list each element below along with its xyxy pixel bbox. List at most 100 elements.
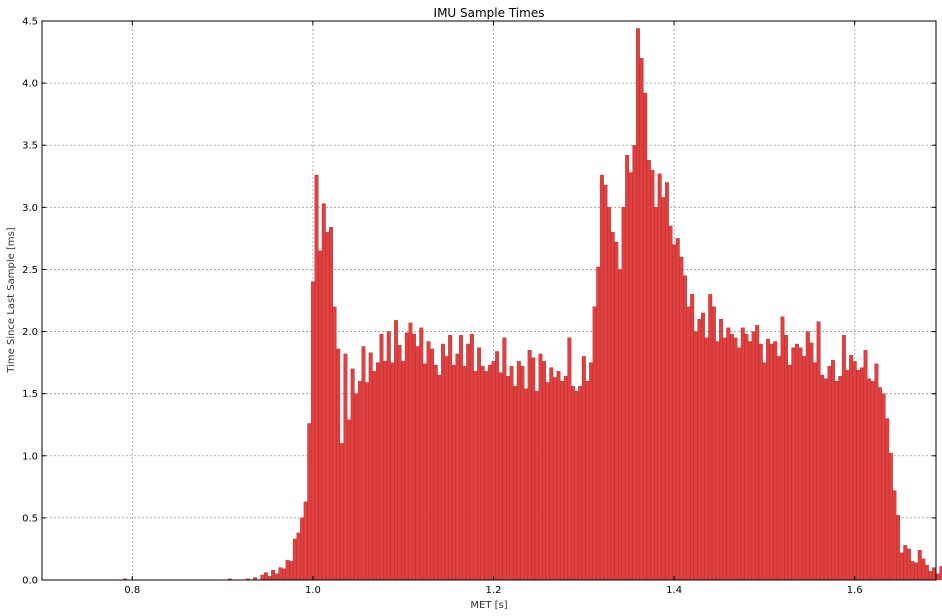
histogram-bar <box>263 572 268 581</box>
histogram-bar <box>329 227 333 581</box>
histogram-bar <box>650 169 655 581</box>
histogram-bar <box>708 294 713 581</box>
histogram-bar <box>415 346 420 581</box>
histogram-bar <box>567 337 572 581</box>
x-axis-label: MET [s] <box>470 600 507 611</box>
histogram-bar <box>679 256 684 581</box>
histogram-bar <box>556 371 561 581</box>
histogram-bar <box>878 387 882 581</box>
histogram-bar <box>318 250 323 581</box>
histogram-bar <box>357 381 362 581</box>
histogram-bars <box>123 28 942 581</box>
y-tick-label: 3.0 <box>22 203 38 214</box>
histogram-bar <box>365 382 370 581</box>
histogram-bar <box>910 561 915 581</box>
histogram-bar <box>336 348 341 581</box>
histogram-bar <box>466 343 471 581</box>
histogram-bar <box>690 294 695 581</box>
histogram-bar <box>766 338 770 581</box>
histogram-bar <box>906 548 911 581</box>
x-tick-label: 1.2 <box>486 585 502 596</box>
histogram-bar <box>693 331 698 581</box>
histogram-bar <box>581 356 586 581</box>
histogram-bar <box>520 366 525 581</box>
histogram-bar <box>339 443 344 581</box>
y-tick-label: 4.5 <box>22 17 38 28</box>
histogram-bar <box>599 174 604 581</box>
histogram-bar <box>354 393 359 581</box>
histogram-bar <box>925 564 929 581</box>
histogram-bar <box>802 356 807 581</box>
histogram-bar <box>748 341 752 581</box>
histogram-bar <box>347 419 351 581</box>
histogram-bar <box>552 377 557 581</box>
plot-frame <box>41 20 937 581</box>
histogram-bar <box>404 332 409 581</box>
histogram-bar <box>459 335 463 581</box>
histogram-bar <box>646 159 651 581</box>
y-tick-label: 1.0 <box>22 451 38 462</box>
y-tick-label: 0.5 <box>22 513 38 524</box>
histogram-bar <box>433 364 438 581</box>
histogram-bar <box>805 331 810 581</box>
histogram-bar <box>440 343 445 581</box>
histogram-bar <box>885 418 890 581</box>
histogram-bar <box>502 337 507 581</box>
y-tick-label: 2.5 <box>22 265 38 276</box>
histogram-bar <box>733 337 738 581</box>
histogram-bar <box>549 367 554 581</box>
histogram-bar <box>560 381 565 581</box>
histogram-bar <box>545 382 550 581</box>
histogram-bar <box>589 362 593 581</box>
histogram-bar <box>903 545 908 581</box>
histogram-bar <box>444 356 449 581</box>
histogram-bar <box>325 232 330 581</box>
histogram-bar <box>740 327 745 581</box>
histogram-bar <box>383 361 388 581</box>
y-axis-label: Time Since Last Sample [ms] <box>6 227 17 373</box>
histogram-bar <box>477 347 482 581</box>
histogram-bar <box>350 368 355 581</box>
histogram-bar <box>386 331 391 581</box>
histogram-bar <box>314 174 319 581</box>
histogram-bar <box>390 362 395 581</box>
histogram-bar <box>469 333 474 581</box>
histogram-bar <box>495 351 500 581</box>
x-axis-ticks: 0.8 1.0 1.2 1.4 1.6 <box>124 21 863 596</box>
histogram-bar <box>896 515 901 581</box>
y-tick-label: 4.0 <box>22 79 38 90</box>
histogram-bar <box>841 335 846 581</box>
histogram-bar <box>538 353 543 581</box>
histogram-bar <box>935 573 940 581</box>
histogram-bar <box>289 561 294 581</box>
histogram-bar <box>863 350 868 581</box>
y-tick-label: 0.0 <box>22 576 38 587</box>
histogram-bar <box>542 361 547 581</box>
histogram-bar <box>498 372 503 581</box>
histogram-bar <box>426 341 431 581</box>
chart-title: IMU Sample Times <box>434 6 545 20</box>
histogram-bar <box>914 562 919 581</box>
y-tick-label: 1.5 <box>22 389 38 400</box>
histogram-bar <box>870 381 875 581</box>
histogram-bar <box>639 58 644 581</box>
histogram-bar <box>610 232 615 581</box>
histogram-bar <box>422 363 427 581</box>
histogram-bar <box>758 343 763 581</box>
histogram-bar <box>448 335 453 581</box>
histogram-bar <box>534 391 539 581</box>
histogram-bar <box>282 568 286 581</box>
histogram-bar <box>683 275 687 581</box>
histogram-bar <box>527 350 532 581</box>
histogram-bar <box>773 341 778 581</box>
histogram-bar <box>592 306 597 581</box>
histogram-bar <box>451 364 456 581</box>
histogram-bar <box>607 207 612 581</box>
histogram-bar <box>379 333 384 581</box>
histogram-bar <box>343 353 348 581</box>
histogram-bar <box>300 517 305 581</box>
histogram-bar <box>867 378 872 581</box>
histogram-bar <box>531 357 536 581</box>
histogram-bar <box>401 361 406 581</box>
